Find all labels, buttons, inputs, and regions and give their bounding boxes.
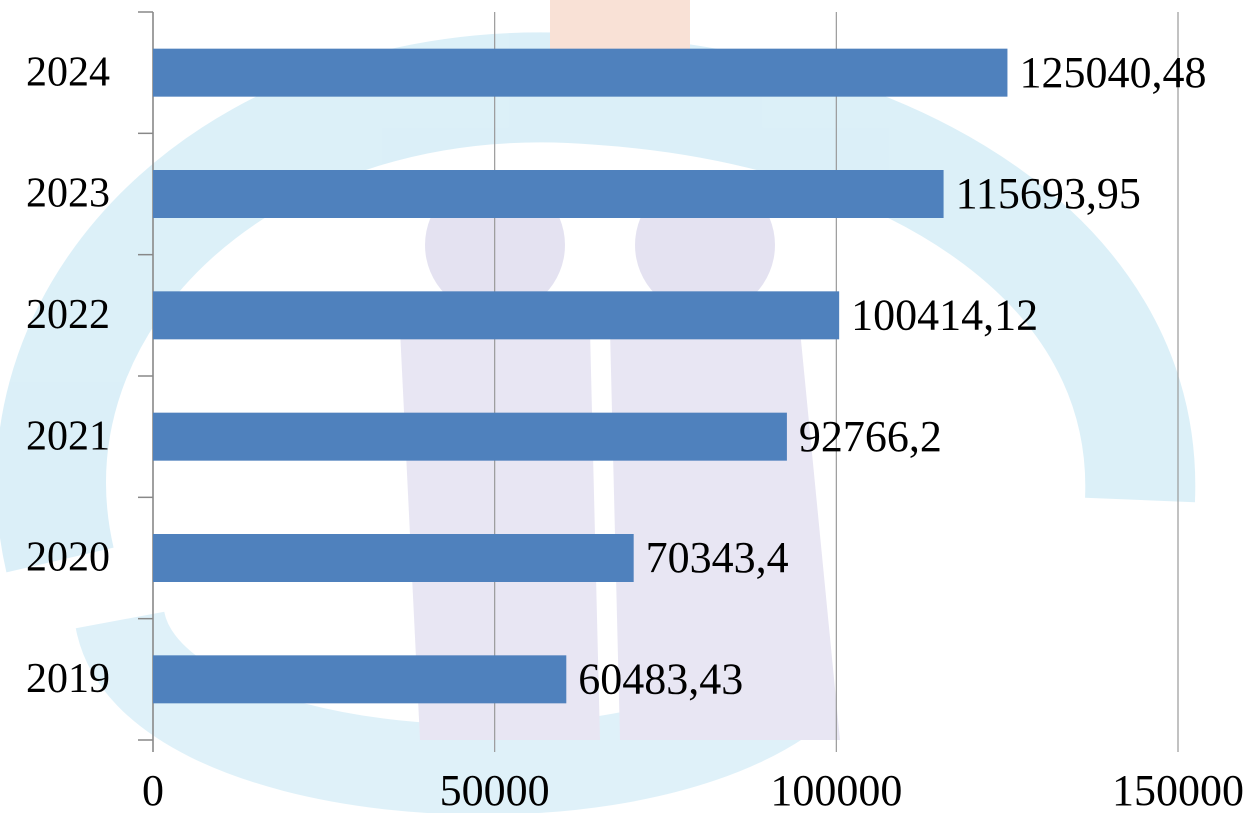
y-tick-label: 2021 [26,413,110,459]
x-tick-label: 100000 [770,766,902,813]
data-label: 115693,95 [956,169,1141,218]
data-label: 60483,43 [578,654,743,703]
y-tick-label: 2020 [26,535,110,581]
y-tick-label: 2024 [26,49,110,95]
watermark-figure [550,0,690,50]
bar [153,170,944,218]
bar [153,655,567,704]
bar [153,291,840,340]
data-label: 125040,48 [1019,48,1206,97]
y-tick-label: 2023 [26,171,110,217]
data-label: 100414,12 [851,290,1038,339]
y-tick-label: 2019 [26,656,110,702]
bar [153,534,634,582]
x-tick-label: 150000 [1112,766,1244,813]
y-tick-label: 2022 [26,292,110,338]
data-label: 70343,4 [646,533,789,582]
bar [153,412,787,461]
bar [153,48,1008,97]
x-tick-label: 50000 [440,766,550,813]
x-tick-label: 0 [142,766,164,813]
data-label: 92766,2 [799,412,942,461]
